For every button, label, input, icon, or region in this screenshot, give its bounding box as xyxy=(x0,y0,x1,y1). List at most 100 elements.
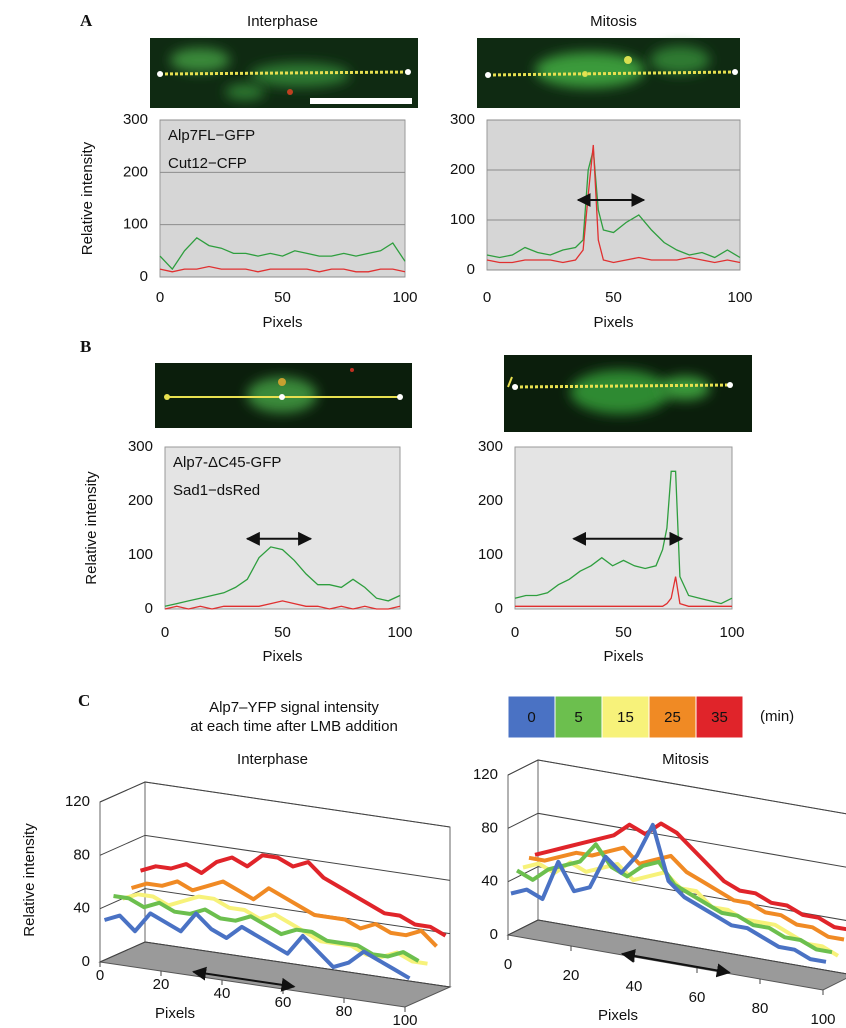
y-tick-label: 40 xyxy=(481,873,498,890)
micrograph xyxy=(477,38,740,108)
x-tick-label: 0 xyxy=(511,624,519,641)
x-axis-label: Pixels xyxy=(603,648,643,665)
y-axis-label: Relative intensity xyxy=(83,471,100,585)
micrograph xyxy=(155,363,412,428)
legend-label: Sad1−dsRed xyxy=(173,482,260,499)
x-tick-label: 50 xyxy=(615,624,632,641)
x-tick-label: 100 xyxy=(392,289,417,306)
range-arrow xyxy=(192,966,296,992)
data-line xyxy=(528,845,845,942)
data-line xyxy=(159,236,406,271)
data-line xyxy=(515,576,732,607)
y-axis-label: Relative intensity xyxy=(21,823,38,937)
y-tick-label: 80 xyxy=(481,819,498,836)
y-tick-label: 100 xyxy=(128,546,153,563)
data-line xyxy=(486,149,741,259)
legend-label: Alp7FL−GFP xyxy=(168,127,255,144)
grid-line xyxy=(507,812,846,868)
x-axis-label: Pixels xyxy=(598,1007,638,1024)
plot-area xyxy=(164,446,401,610)
y-tick-label: 120 xyxy=(65,793,90,810)
y-tick-label: 0 xyxy=(490,926,498,943)
micrograph xyxy=(150,38,418,108)
legend-label: 25 xyxy=(664,709,681,726)
micrograph xyxy=(504,355,752,432)
x-tick-label: 0 xyxy=(504,956,512,973)
x-tick-label: 40 xyxy=(214,985,231,1002)
y-tick-label: 100 xyxy=(478,546,503,563)
data-line xyxy=(113,894,420,963)
data-line xyxy=(510,822,827,964)
data-line xyxy=(164,546,401,607)
chart-title: Mitosis xyxy=(662,751,709,768)
grid-line xyxy=(507,759,846,815)
legend-swatch xyxy=(648,695,697,739)
y-tick-label: 100 xyxy=(450,211,475,228)
data-line xyxy=(164,600,401,610)
panel-label: C xyxy=(78,691,90,710)
legend-label: Alp7-ΔC45-GFP xyxy=(173,454,281,471)
legend-label: 15 xyxy=(617,709,634,726)
x-tick-label: 0 xyxy=(156,289,164,306)
y-tick-label: 200 xyxy=(123,163,148,180)
y-tick-label: 120 xyxy=(473,766,498,783)
x-tick-label: 100 xyxy=(387,624,412,641)
x-axis-label: Pixels xyxy=(155,1005,195,1022)
y-tick-label: 100 xyxy=(123,216,148,233)
x-tick-label: 60 xyxy=(689,989,706,1006)
data-line xyxy=(534,821,846,932)
data-line xyxy=(139,853,447,938)
data-line xyxy=(130,879,438,948)
x-tick-label: 0 xyxy=(161,624,169,641)
y-tick-label: 300 xyxy=(450,111,475,128)
y-tick-label: 200 xyxy=(478,492,503,509)
grid-line xyxy=(99,781,451,828)
x-tick-label: 60 xyxy=(275,994,292,1011)
y-tick-label: 200 xyxy=(128,492,153,509)
c-title: Alp7–YFP signal intensity xyxy=(209,699,379,716)
side-wall xyxy=(507,759,539,936)
x-tick-label: 50 xyxy=(274,289,291,306)
data-line xyxy=(486,144,741,264)
legend-label: 35 xyxy=(711,709,728,726)
data-line xyxy=(514,470,733,605)
y-tick-label: 200 xyxy=(450,161,475,178)
y-tick-label: 0 xyxy=(495,600,503,617)
x-tick-label: 20 xyxy=(563,967,580,984)
x-tick-label: 0 xyxy=(483,289,491,306)
y-tick-label: 300 xyxy=(123,111,148,128)
plot-area xyxy=(514,446,733,610)
legend-swatch xyxy=(507,695,556,739)
grid-line xyxy=(99,888,451,935)
side-wall xyxy=(99,781,146,963)
y-tick-label: 300 xyxy=(128,438,153,455)
x-tick-label: 0 xyxy=(96,967,104,984)
grid-line xyxy=(99,941,451,988)
legend-label: Cut12−CFP xyxy=(168,155,247,172)
y-tick-label: 40 xyxy=(73,900,90,917)
y-axis-label: Relative intensity xyxy=(79,141,96,255)
y-tick-label: 0 xyxy=(82,953,90,970)
x-axis-label: Pixels xyxy=(593,314,633,331)
panel-label: A xyxy=(80,11,93,30)
x-axis-label: Pixels xyxy=(262,314,302,331)
legend-swatch xyxy=(601,695,650,739)
chart-title: Interphase xyxy=(237,751,308,768)
x-tick-label: 80 xyxy=(752,1000,769,1017)
x-tick-label: 50 xyxy=(605,289,622,306)
legend-swatch xyxy=(695,695,744,739)
x-tick-label: 100 xyxy=(727,289,752,306)
x-tick-label: 100 xyxy=(719,624,744,641)
chart-title: Interphase xyxy=(247,13,318,30)
grid-line xyxy=(99,834,451,881)
data-line xyxy=(159,265,406,273)
x-tick-label: 20 xyxy=(153,976,170,993)
x-tick-label: 50 xyxy=(274,624,291,641)
x-tick-label: 40 xyxy=(626,978,643,995)
y-tick-label: 0 xyxy=(467,261,475,278)
chart-title: Mitosis xyxy=(590,13,637,30)
y-tick-label: 80 xyxy=(73,846,90,863)
x-tick-label: 100 xyxy=(392,1012,417,1028)
c-title: at each time after LMB addition xyxy=(190,718,398,735)
